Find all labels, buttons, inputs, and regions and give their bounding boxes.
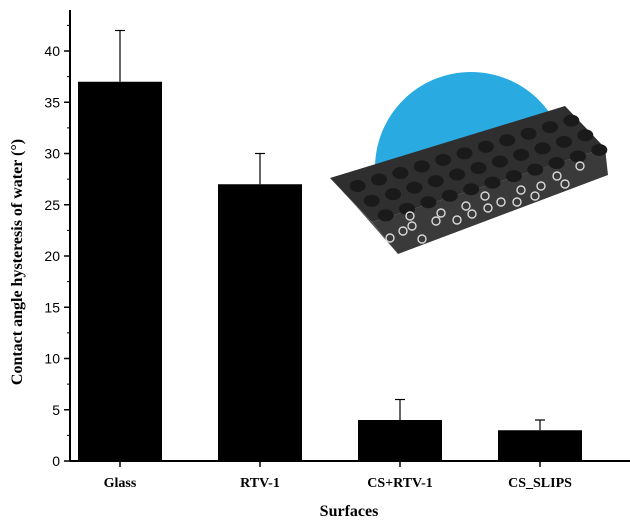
bar-cs-slips [498, 430, 582, 461]
y-axis-title: Contact angle hysteresis of water (°) [9, 139, 26, 385]
pore [484, 176, 501, 189]
pore [499, 134, 516, 147]
bubble [530, 191, 540, 201]
y-tick-label: 20 [44, 248, 60, 264]
y-axis-ticks: 0 5 10 15 20 25 30 35 40 [44, 24, 70, 469]
bubble [536, 181, 546, 191]
y-tick-label: 5 [52, 402, 60, 418]
pore [563, 114, 580, 127]
bubble [398, 226, 408, 236]
pore [420, 196, 437, 209]
pores [349, 114, 608, 222]
pore [555, 135, 572, 148]
y-tick-label: 30 [44, 146, 60, 162]
bubble [417, 234, 427, 244]
surface-side [372, 148, 608, 254]
x-tick-label: Glass [104, 476, 137, 491]
bubble [461, 201, 471, 211]
y-tick-label: 35 [44, 94, 60, 110]
bubble [467, 209, 477, 219]
pore [406, 181, 423, 194]
x-axis-title: Surfaces [320, 503, 379, 520]
pore [491, 155, 508, 168]
bubble [496, 197, 506, 207]
pore [413, 160, 430, 173]
pore [427, 175, 444, 188]
x-axis-ticks: Glass RTV-1 CS+RTV-1 CS_SLIPS [104, 461, 572, 491]
bubble [560, 179, 570, 189]
pore [435, 153, 452, 166]
x-tick-label: RTV-1 [240, 476, 280, 491]
pore [541, 121, 558, 134]
oil-bubbles [385, 161, 585, 244]
bubble [405, 211, 415, 221]
bubble [512, 197, 522, 207]
bubble [480, 191, 490, 201]
bubble [575, 161, 585, 171]
bars-group [78, 81, 582, 461]
bubble [407, 221, 417, 231]
pore [456, 147, 473, 160]
pore [527, 163, 544, 176]
pore [449, 168, 466, 181]
bar-rtv-1 [218, 184, 302, 461]
bubble [552, 171, 562, 181]
y-tick-label: 15 [44, 299, 60, 315]
pore [591, 143, 608, 156]
pore [569, 150, 586, 163]
pore [513, 148, 530, 161]
pore [505, 170, 522, 183]
bubble [431, 216, 441, 226]
bubble [436, 208, 446, 218]
bubble [516, 185, 526, 195]
bar-glass [78, 81, 162, 461]
error-bars-group [115, 29, 545, 431]
pore [470, 162, 487, 174]
y-tick-label: 25 [44, 197, 60, 213]
pore [392, 166, 409, 179]
pore [363, 194, 380, 207]
bar-cs-rtv-1 [358, 420, 442, 461]
pore [577, 129, 594, 142]
pore [477, 140, 494, 153]
x-tick-label: CS_SLIPS [508, 476, 572, 491]
y-tick-label: 40 [44, 43, 60, 59]
bubble [385, 233, 395, 243]
pore [520, 127, 537, 140]
pore [349, 180, 366, 193]
pore [371, 173, 388, 186]
pore [377, 209, 394, 222]
pore [534, 142, 551, 155]
pore [463, 183, 480, 196]
y-tick-label: 0 [52, 453, 60, 469]
bubble [452, 215, 462, 225]
x-tick-label: CS+RTV-1 [367, 476, 433, 491]
bubble [483, 203, 493, 213]
y-tick-label: 10 [44, 351, 60, 367]
inset-illustration [330, 72, 608, 254]
pore [441, 189, 458, 202]
pore [548, 157, 565, 170]
pore [385, 188, 402, 201]
